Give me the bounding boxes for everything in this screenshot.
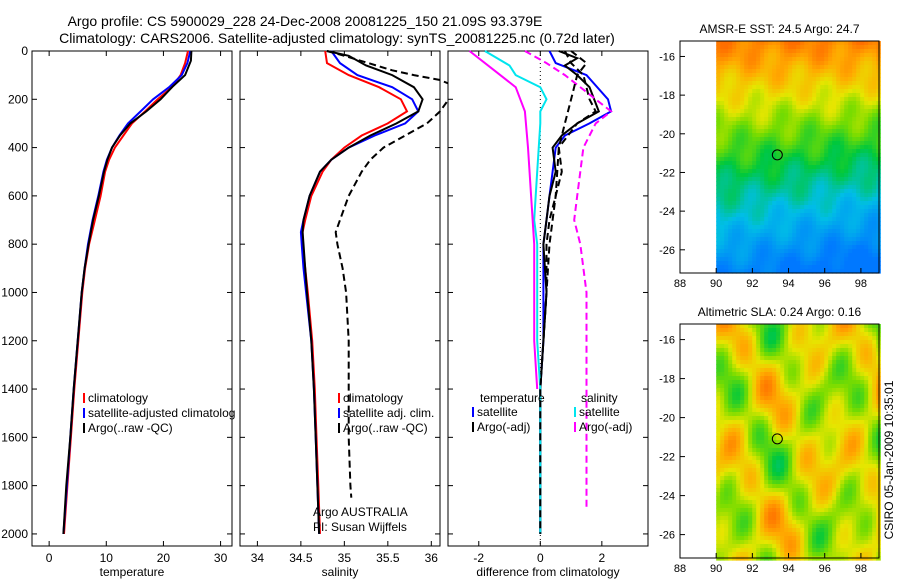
chart-panels: 0 10 20 30020040060080010001200140016001800… — [1, 22, 881, 579]
temperature-series-argo-raw-qc- — [62, 50, 193, 534]
difference-legend-temp-satellite: satellite — [477, 405, 518, 419]
salinity-annotation-line2: PI: Susan Wijffels — [313, 520, 407, 534]
altimetric-sla-xtick-label: 96 — [819, 563, 831, 575]
altimetric-sla-xtick-label: 98 — [855, 563, 867, 575]
temperature-ytick-label: 0 — [21, 44, 28, 58]
amsr-sst-ytick-label: -18 — [659, 90, 675, 102]
temperature-ytick-label: 400 — [8, 141, 28, 155]
amsr-sst-xtick-label: 92 — [746, 278, 758, 290]
salinity-legend-2: Argo(..raw -QC) — [343, 421, 428, 435]
amsr-sst-axes-box — [679, 40, 880, 274]
salinity-legend-1: satellite adj. clim. — [343, 406, 434, 420]
amsr-sst-ytick-label: -22 — [659, 167, 675, 179]
salinity-xtick-label: 34 — [251, 551, 265, 565]
temperature-xtick-label: 0 — [46, 551, 53, 565]
amsr-sst-xtick-label: 88 — [674, 278, 686, 290]
salinity-axes-box — [239, 50, 441, 547]
temperature-xtick-label: 10 — [100, 551, 114, 565]
altimetric-sla-title: Altimetric SLA: 0.24 Argo: 0.16 — [698, 305, 862, 319]
temperature-ytick-label: 800 — [8, 237, 28, 251]
salinity-xtick-label: 36 — [425, 551, 439, 565]
side-stamp: CSIRO 05-Jan-2009 10:35:01 — [882, 380, 896, 539]
temperature-ytick-label: 1800 — [1, 479, 28, 493]
temperature-ytick-label: 1400 — [1, 382, 28, 396]
amsr-sst-xtick-label: 96 — [819, 278, 831, 290]
temperature-ytick-label: 2000 — [1, 527, 28, 541]
altimetric-sla-argo-marker — [771, 433, 783, 445]
altimetric-sla-ytick-label: -24 — [659, 491, 675, 503]
temperature-xlabel: temperature — [100, 565, 165, 579]
temperature-ytick-label: 1600 — [1, 430, 28, 444]
salinity-series-argo-adj- — [326, 50, 459, 498]
figure-title-line2: Climatology: CARS2006. Satellite-adjuste… — [59, 30, 615, 46]
difference-legend-temp-argo: Argo(-adj) — [477, 420, 530, 434]
amsr-sst-ytick-label: -26 — [659, 245, 675, 257]
altimetric-sla-xtick-label: 94 — [782, 563, 794, 575]
difference-xtick-label: 2 — [599, 551, 606, 565]
salinity-xtick-label: 35 — [338, 551, 352, 565]
difference-series-salinity-magenta-solid — [468, 50, 539, 390]
altimetric-sla-ytick-label: -20 — [659, 413, 675, 425]
altimetric-sla-xtick-label: 88 — [674, 563, 686, 575]
temperature-ytick-label: 1000 — [1, 285, 28, 299]
figure-title-line1: Argo profile: CS 5900029_228 24-Dec-2008… — [68, 13, 543, 29]
temperature-ytick-label: 200 — [8, 92, 28, 106]
difference-series-temperature-argo-dashed — [542, 50, 598, 341]
salinity-series-argo-raw-qc- — [301, 50, 424, 534]
difference-xlabel: difference from climatology — [476, 565, 619, 579]
temperature-ytick-label: 600 — [8, 189, 28, 203]
difference-series-salinity-argo-adj-black — [539, 50, 588, 534]
amsr-sst-ytick-label: -24 — [659, 206, 675, 218]
amsr-sst-xtick-label: 90 — [710, 278, 722, 290]
amsr-sst-xtick-label: 98 — [855, 278, 867, 290]
amsr-sst-xtick-label: 94 — [782, 278, 794, 290]
temperature-axes-box — [31, 50, 233, 547]
salinity-xtick-label: 35.5 — [376, 551, 400, 565]
altimetric-sla-ytick-label: -26 — [659, 530, 675, 542]
difference-legend-title-salinity: salinity — [581, 391, 618, 405]
altimetric-sla-ytick-label: -22 — [659, 452, 675, 464]
amsr-sst-argo-marker — [771, 149, 783, 161]
amsr-sst-ytick-label: -20 — [659, 129, 675, 141]
altimetric-sla-ytick-label: -16 — [659, 335, 675, 347]
salinity-annotation-line1: Argo AUSTRALIA — [313, 505, 408, 519]
altimetric-sla-heatmap-cells — [716, 324, 881, 561]
difference-xtick-label: -2 — [473, 551, 484, 565]
difference-axes-box — [447, 50, 649, 547]
altimetric-sla-ytick-label: -18 — [659, 374, 675, 386]
temperature-xtick-label: 20 — [157, 551, 171, 565]
altimetric-sla-xtick-label: 92 — [746, 563, 758, 575]
temperature-legend-2: Argo(..raw -QC) — [88, 421, 173, 435]
temperature-legend-1: satellite-adjusted climatolog — [88, 406, 235, 420]
salinity-xlabel: salinity — [322, 565, 359, 579]
difference-legend-sal-argo: Argo(-adj) — [579, 420, 632, 434]
amsr-sst-heatmap-cells — [716, 41, 881, 274]
difference-series-salinity-argo-adj- — [524, 50, 613, 510]
altimetric-sla-xtick-label: 90 — [710, 563, 722, 575]
altimetric-sla-axes-box — [679, 323, 880, 559]
salinity-xtick-label: 34.5 — [289, 551, 313, 565]
salinity-legend-0: climatology — [343, 391, 403, 405]
difference-xtick-label: 0 — [537, 551, 544, 565]
temperature-ytick-label: 1200 — [1, 334, 28, 348]
difference-legend-sal-satellite: satellite — [579, 405, 620, 419]
temperature-xtick-label: 30 — [214, 551, 228, 565]
amsr-sst-ytick-label: -16 — [659, 51, 675, 63]
difference-legend-title-temperature: temperature — [480, 391, 545, 405]
temperature-legend-0: climatology — [88, 391, 148, 405]
amsr-sst-title: AMSR-E SST: 24.5 Argo: 24.7 — [699, 22, 859, 36]
